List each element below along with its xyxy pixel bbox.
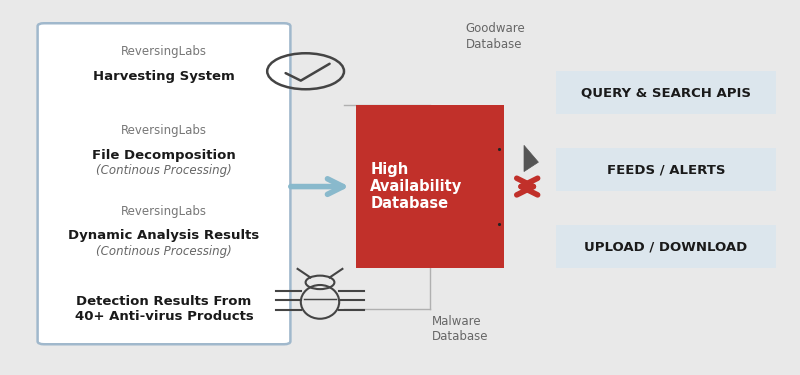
FancyBboxPatch shape — [556, 71, 776, 114]
FancyBboxPatch shape — [38, 23, 290, 344]
Text: QUERY & SEARCH APIS: QUERY & SEARCH APIS — [581, 86, 751, 99]
Text: (Continous Processing): (Continous Processing) — [96, 245, 232, 258]
Text: Harvesting System: Harvesting System — [93, 70, 235, 83]
FancyBboxPatch shape — [556, 148, 776, 191]
Text: Detection Results From
40+ Anti-virus Products: Detection Results From 40+ Anti-virus Pr… — [74, 295, 254, 323]
Text: Malware
Database: Malware Database — [432, 315, 489, 343]
Text: (Continous Processing): (Continous Processing) — [96, 164, 232, 177]
Text: Dynamic Analysis Results: Dynamic Analysis Results — [68, 229, 260, 242]
Text: Goodware
Database: Goodware Database — [466, 22, 526, 51]
Text: FEEDS / ALERTS: FEEDS / ALERTS — [606, 163, 726, 176]
Text: High
Availability
Database: High Availability Database — [370, 162, 462, 211]
Text: ReversingLabs: ReversingLabs — [121, 45, 207, 58]
FancyBboxPatch shape — [356, 105, 504, 268]
Text: ReversingLabs: ReversingLabs — [121, 124, 207, 137]
Text: ReversingLabs: ReversingLabs — [121, 205, 207, 218]
Polygon shape — [524, 145, 538, 172]
Text: File Decomposition: File Decomposition — [92, 148, 236, 162]
FancyBboxPatch shape — [556, 225, 776, 268]
Text: UPLOAD / DOWNLOAD: UPLOAD / DOWNLOAD — [584, 240, 748, 253]
